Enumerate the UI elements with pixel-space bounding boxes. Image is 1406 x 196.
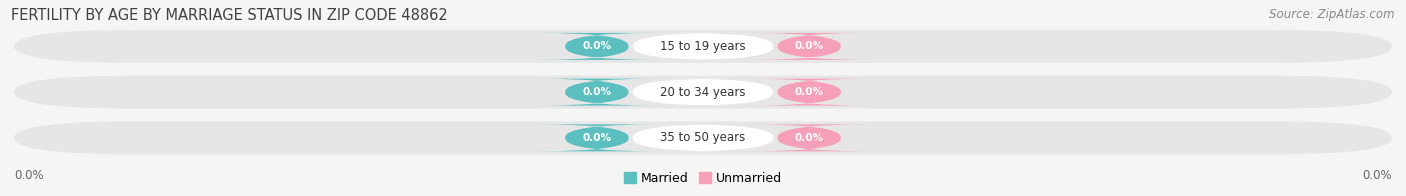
Text: 0.0%: 0.0% <box>582 133 612 143</box>
Legend: Married, Unmarried: Married, Unmarried <box>619 167 787 190</box>
FancyBboxPatch shape <box>748 79 870 106</box>
FancyBboxPatch shape <box>748 124 870 151</box>
FancyBboxPatch shape <box>536 124 658 151</box>
FancyBboxPatch shape <box>536 33 658 60</box>
Text: Source: ZipAtlas.com: Source: ZipAtlas.com <box>1270 8 1395 21</box>
Text: 0.0%: 0.0% <box>14 169 44 181</box>
FancyBboxPatch shape <box>14 121 1392 154</box>
Text: 35 to 50 years: 35 to 50 years <box>661 131 745 144</box>
Text: 0.0%: 0.0% <box>794 41 824 51</box>
Text: 0.0%: 0.0% <box>794 87 824 97</box>
FancyBboxPatch shape <box>14 30 1392 63</box>
FancyBboxPatch shape <box>633 79 773 106</box>
Text: FERTILITY BY AGE BY MARRIAGE STATUS IN ZIP CODE 48862: FERTILITY BY AGE BY MARRIAGE STATUS IN Z… <box>11 8 449 23</box>
FancyBboxPatch shape <box>14 76 1392 109</box>
FancyBboxPatch shape <box>633 33 773 60</box>
Text: 0.0%: 0.0% <box>794 133 824 143</box>
Text: 0.0%: 0.0% <box>582 87 612 97</box>
FancyBboxPatch shape <box>748 33 870 60</box>
FancyBboxPatch shape <box>536 79 658 106</box>
FancyBboxPatch shape <box>633 124 773 151</box>
Text: 0.0%: 0.0% <box>582 41 612 51</box>
Text: 15 to 19 years: 15 to 19 years <box>661 40 745 53</box>
Text: 20 to 34 years: 20 to 34 years <box>661 86 745 99</box>
Text: 0.0%: 0.0% <box>1362 169 1392 181</box>
